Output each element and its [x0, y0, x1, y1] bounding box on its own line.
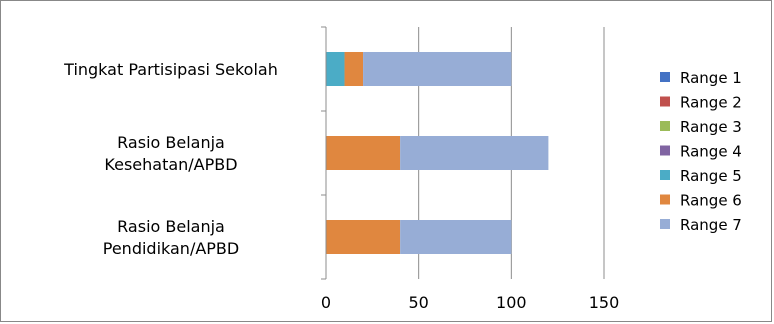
- x-tick-label: 100: [496, 293, 527, 312]
- category-label-line: Rasio Belanja: [117, 133, 225, 152]
- x-tick-labels: 0 50 100 150: [321, 293, 619, 312]
- legend-swatch: [660, 96, 670, 107]
- category-label: Tingkat Partisipasi Sekolah: [63, 60, 278, 79]
- category-label-line: Kesehatan/APBD: [104, 155, 237, 174]
- x-tick-label: 150: [589, 293, 620, 312]
- legend-swatch: [660, 145, 670, 156]
- bar-segment: [344, 52, 364, 86]
- axes: [321, 26, 327, 280]
- legend-label: Range 7: [680, 216, 742, 234]
- category-labels: Tingkat Partisipasi Sekolah Rasio Belanja…: [63, 60, 278, 258]
- legend-swatch: [660, 194, 670, 205]
- legend-label: Range 5: [680, 167, 742, 185]
- x-tick-label: 50: [408, 293, 428, 312]
- legend-label: Range 4: [680, 143, 742, 161]
- legend-label: Range 1: [680, 69, 742, 87]
- bar-segment: [400, 220, 512, 254]
- bar-segment: [400, 136, 549, 170]
- bar-segment: [326, 52, 345, 86]
- legend-swatch: [660, 72, 670, 82]
- legend: Range 1 Range 2 Range 3 Range 4 Range 5 Range…: [660, 69, 742, 234]
- category-label-line: Rasio Belanja: [117, 217, 225, 236]
- bar-segment: [363, 52, 512, 86]
- x-tick-label: 0: [321, 293, 331, 312]
- bar-segment: [326, 220, 401, 254]
- legend-label: Range 2: [680, 94, 742, 112]
- bar-segment: [326, 136, 401, 170]
- legend-label: Range 6: [680, 192, 742, 210]
- legend-swatch: [660, 121, 670, 131]
- legend-swatch: [660, 170, 670, 180]
- legend-label: Range 3: [680, 118, 742, 136]
- bars: [326, 52, 549, 254]
- category-label-line: Tingkat Partisipasi Sekolah: [63, 60, 278, 79]
- category-label-line: Pendidikan/APBD: [103, 239, 239, 258]
- legend-swatch: [660, 219, 670, 229]
- category-label: Rasio Belanja Pendidikan/APBD: [103, 217, 239, 258]
- category-label: Rasio Belanja Kesehatan/APBD: [104, 133, 237, 174]
